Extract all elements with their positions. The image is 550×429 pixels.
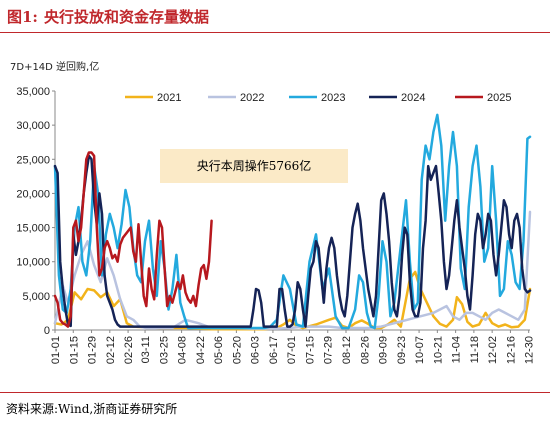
legend-label-2021: 2021 xyxy=(157,92,181,104)
source-note: 资料来源:Wind,浙商证券研究所 xyxy=(6,402,178,416)
footer-rule xyxy=(0,392,550,393)
x-tick-label: 10-21 xyxy=(432,336,444,364)
y-tick-label: 35,000 xyxy=(16,86,50,98)
x-tick-label: 07-15 xyxy=(304,336,316,364)
x-tick-label: 01-29 xyxy=(87,336,99,364)
figure-title: 图1: 央行投放和资金存量数据 xyxy=(7,6,209,27)
series-line-2024 xyxy=(53,154,532,328)
y-tick-label: 30,000 xyxy=(16,120,50,132)
annotation-text: 央行本周操作5766亿 xyxy=(197,158,312,173)
x-tick-label: 05-20 xyxy=(231,336,243,364)
x-tick-label: 11-04 xyxy=(451,336,463,363)
x-tick-label: 09-09 xyxy=(378,336,390,364)
figure-title-text: 央行投放和资金存量数据 xyxy=(43,8,209,26)
x-axis: 01-01 01-15 01-29 02-12 02-26 03-11 03-25 04-08… xyxy=(50,329,536,364)
x-tick-label: 03-25 xyxy=(158,336,170,364)
legend-label-2024: 2024 xyxy=(401,92,425,104)
legend-label-2023: 2023 xyxy=(321,92,345,104)
legend: 2021 2022 2023 2024 2025 xyxy=(125,92,511,104)
unit-label: 7D+14D 逆回购,亿 xyxy=(10,60,99,73)
series-line-2025 xyxy=(53,151,213,328)
y-axis: 0 5,000 10,000 15,000 20,000 25,000 30,000 35,0… xyxy=(16,86,56,337)
x-tick-label: 04-08 xyxy=(177,336,189,364)
x-tick-label: 09-23 xyxy=(396,336,408,364)
legend-label-2022: 2022 xyxy=(240,92,264,104)
x-tick-label: 02-12 xyxy=(105,336,117,364)
y-tick-label: 10,000 xyxy=(16,257,50,269)
x-tick-label: 08-26 xyxy=(359,336,371,364)
legend-label-2025: 2025 xyxy=(487,92,511,104)
series-line-2023 xyxy=(53,113,532,330)
x-tick-label: 06-17 xyxy=(268,336,280,364)
x-tick-label: 12-02 xyxy=(487,336,499,364)
x-tick-label: 07-29 xyxy=(323,336,335,364)
annotation-box xyxy=(160,149,348,183)
y-tick-label: 5,000 xyxy=(22,291,50,303)
figure-label: 图1: xyxy=(7,8,38,26)
y-tick-label: 20,000 xyxy=(16,188,50,200)
x-tick-label: 06-03 xyxy=(250,336,262,364)
x-tick-label: 02-26 xyxy=(123,336,135,364)
x-tick-label: 07-01 xyxy=(286,336,298,364)
x-tick-label: 03-11 xyxy=(140,336,152,363)
x-tick-label: 05-06 xyxy=(213,336,225,364)
title-underline xyxy=(0,32,550,33)
y-tick-label: 0 xyxy=(44,325,50,337)
series-lines xyxy=(53,113,532,331)
x-tick-label: 12-30 xyxy=(524,336,536,364)
x-tick-label: 12-16 xyxy=(505,336,517,364)
x-tick-label: 04-22 xyxy=(195,336,207,364)
x-tick-label: 10-07 xyxy=(414,336,426,364)
x-tick-label: 01-01 xyxy=(50,336,62,364)
x-tick-label: 01-15 xyxy=(68,336,80,364)
x-tick-label: 11-18 xyxy=(469,336,481,363)
chart-svg: 7D+14D 逆回购,亿 2021 2022 2023 2024 2025 0 5,000… xyxy=(10,60,536,364)
series-line-2022 xyxy=(53,210,532,330)
y-tick-label: 15,000 xyxy=(16,223,50,235)
x-tick-label: 08-12 xyxy=(341,336,353,364)
y-tick-label: 25,000 xyxy=(16,154,50,166)
